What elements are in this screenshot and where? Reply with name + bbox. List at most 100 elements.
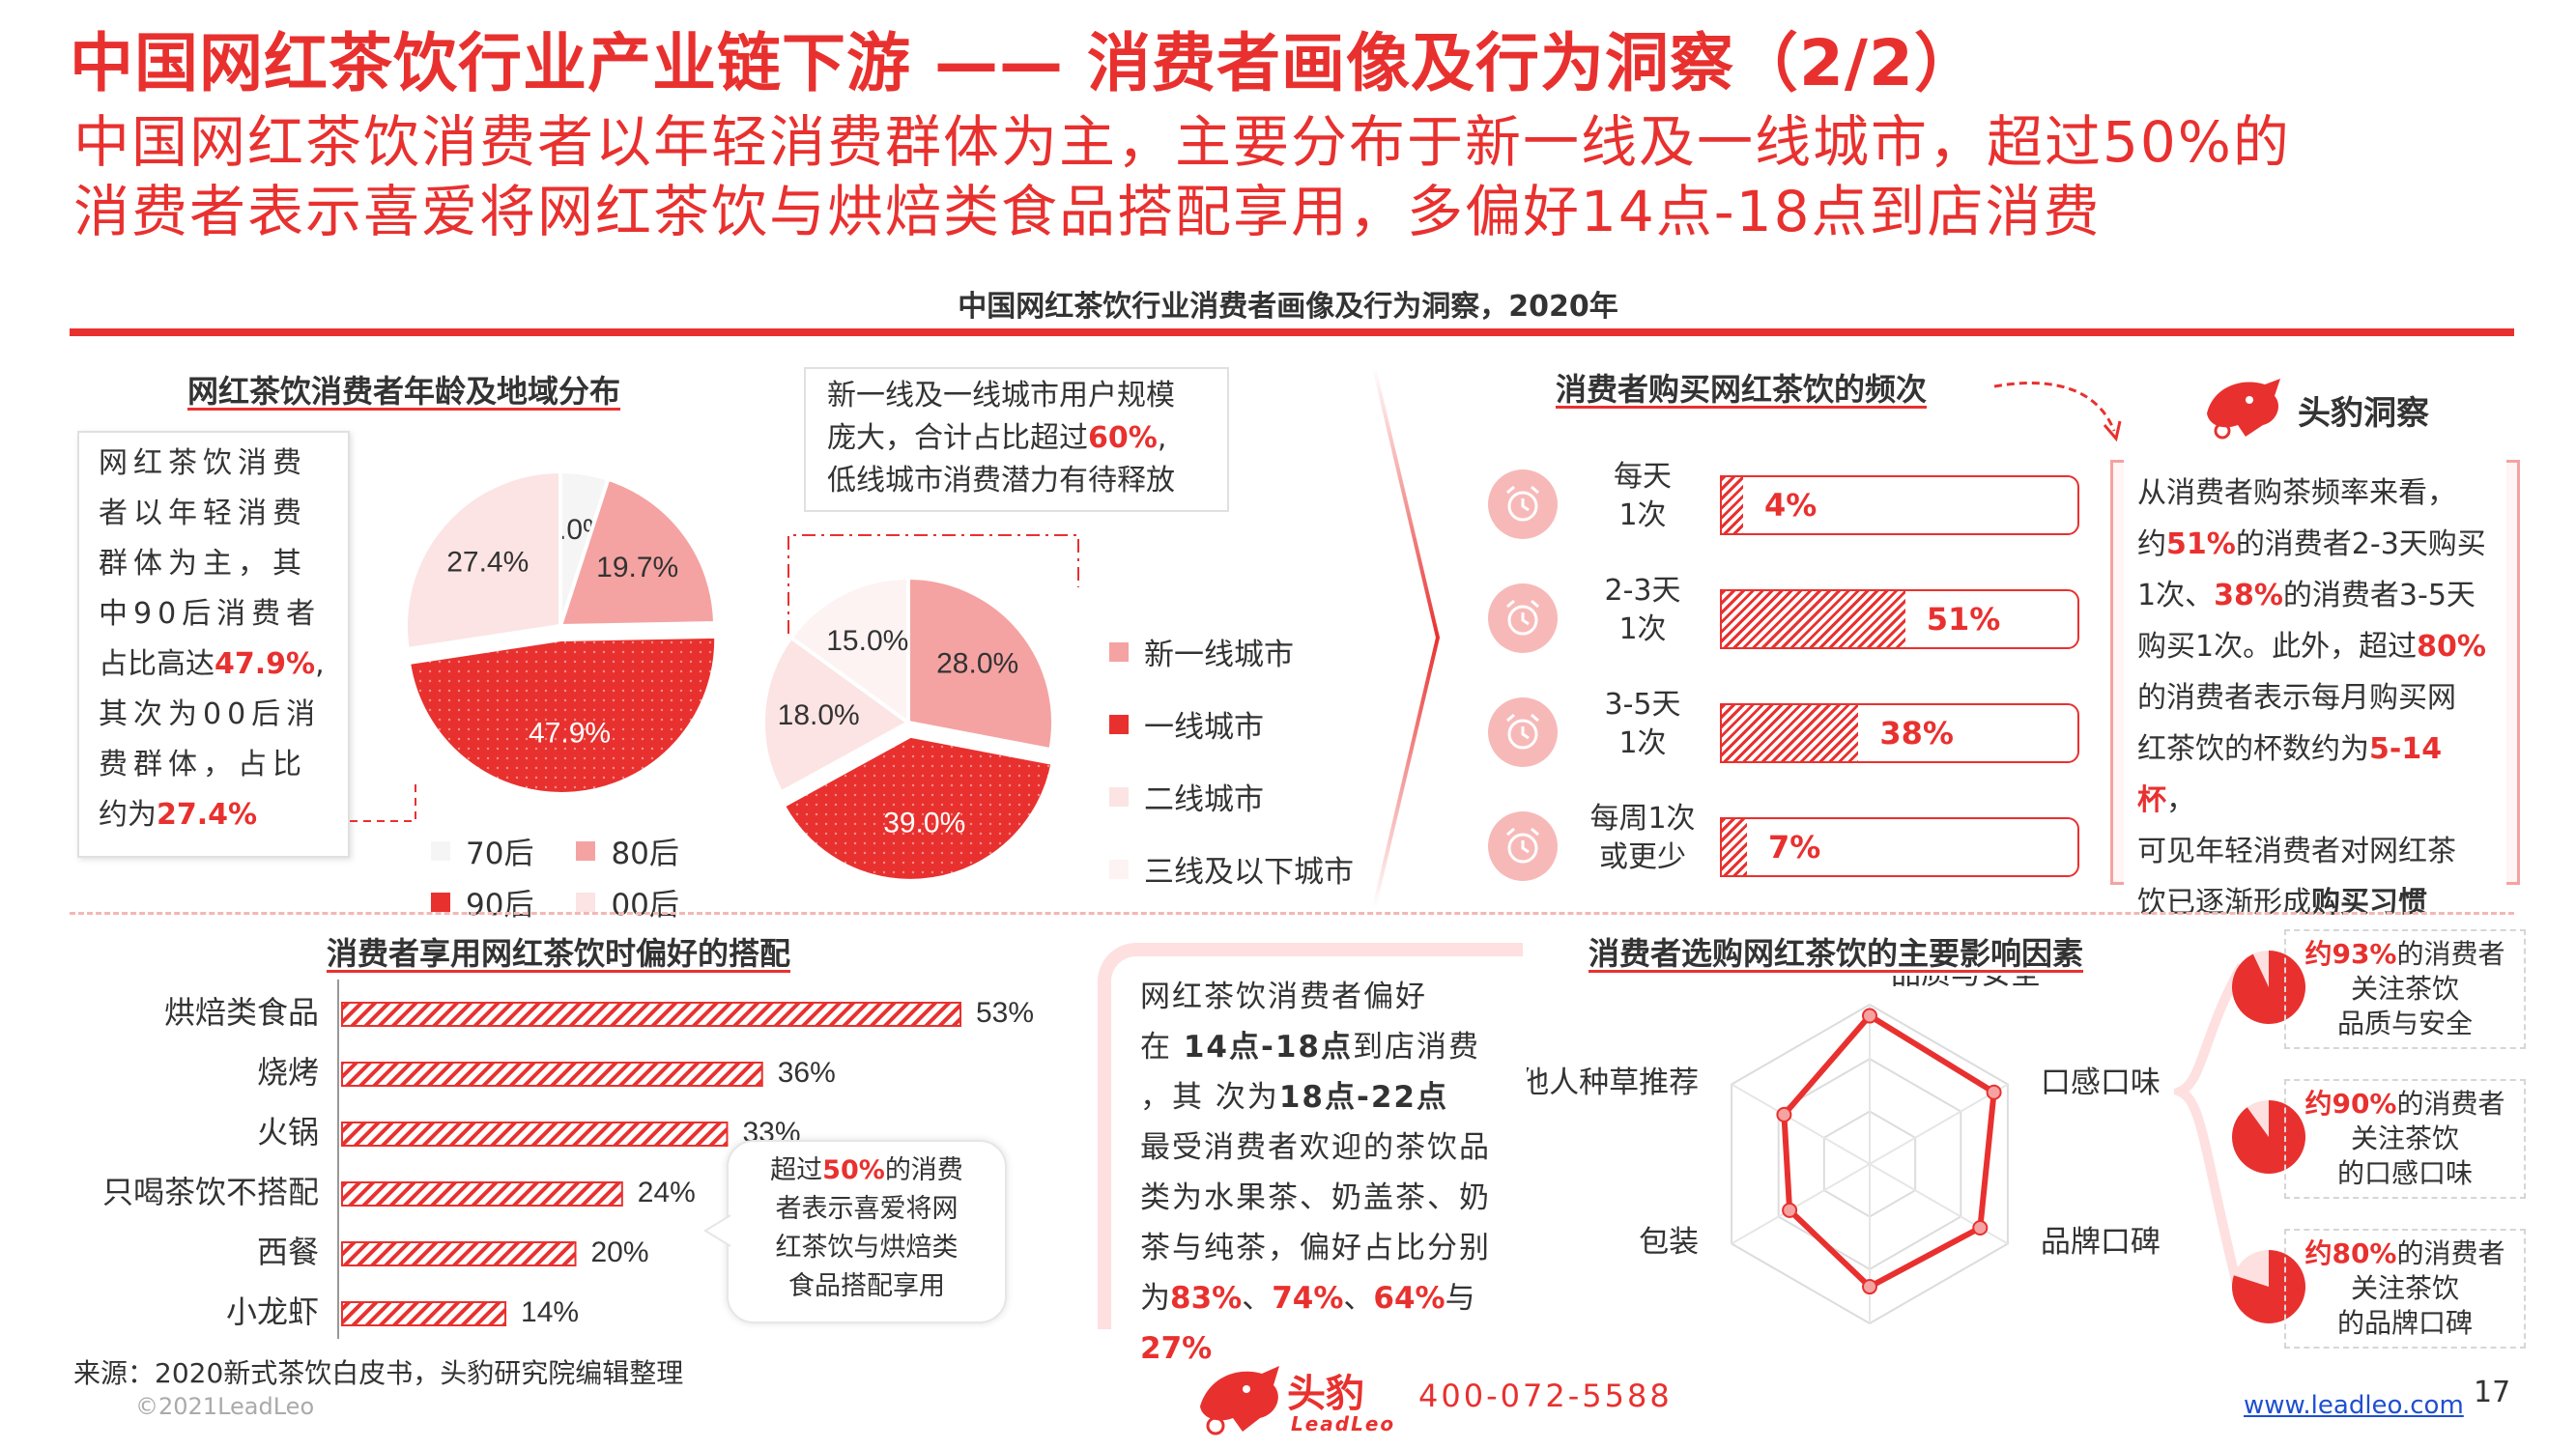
frequency-label-line: 每天 [1614, 460, 1672, 494]
time-text: 在 [1140, 1030, 1184, 1065]
time-panel: 网红茶饮消费者偏好 在 14点-18点到店消费 ，其 次为18点-22点 最受消… [1140, 972, 1527, 1374]
insight-brand-label: 头豹洞察 [2298, 394, 2429, 433]
factor-radar-chart: 品质与安全口感口味品牌口碑店内装饰及体验包装他人种草推荐 [1527, 976, 2161, 1325]
pie-slice [558, 476, 718, 629]
insight-highlight: 80% [2417, 630, 2486, 664]
insight-line: 可见年轻消费者对网红茶 [2137, 835, 2456, 868]
factor-cards: 约93%的消费者 关注茶饮 品质与安全 约90%的消费者 关注茶饮 的口感口味 约80%的消… [2230, 929, 2526, 1354]
age-callout-highlight: 27.4% [157, 798, 258, 832]
factor-bracket [2174, 963, 2247, 1306]
pie-slice [761, 635, 912, 795]
time-line: 为83%、74%、64%与27% [1140, 1273, 1527, 1374]
pairing-callout-line: 超过50%的消费 [744, 1151, 989, 1190]
legend-label: 00后 [611, 888, 679, 923]
pairing-category-label: 西餐 [257, 1234, 319, 1270]
time-line: 网红茶饮消费者偏好 [1140, 980, 1427, 1014]
insight-text: 的消费者3-5天 [2282, 579, 2476, 612]
frequency-bar-track [1720, 475, 2079, 535]
frequency-bar [1722, 819, 1748, 875]
time-highlight: 18点-22点 [1278, 1080, 1449, 1115]
age-legend: 70后 80后 90后 00后 [431, 829, 740, 923]
factor-card-line: 约93%的消费者 [2290, 937, 2520, 972]
age-callout-text: 占比高达 [99, 647, 215, 681]
factor-pie-icon [2232, 1100, 2305, 1174]
pie-slice [906, 575, 1055, 753]
pairing-callout-line: 者表示喜爱将网 [775, 1194, 959, 1224]
factor-card: 约80%的消费者 关注茶饮 的品牌口碑 [2284, 1229, 2526, 1349]
factor-pie-slice [2232, 1250, 2305, 1323]
city-callout-text: , [1157, 421, 1167, 455]
city-callout-line: 庞大，合计占比超过60%, [827, 417, 1206, 460]
leopard-logo-icon [2207, 379, 2280, 440]
pairing-value-label: 20% [591, 1236, 649, 1268]
pie-slice [781, 733, 1055, 883]
time-text: 为 [1140, 1281, 1170, 1316]
page-title: 中国网红茶饮行业产业链下游 —— 消费者画像及行为洞察（2/2） [70, 26, 1979, 100]
frequency-row: 每周1次或更少 7% [1488, 802, 2126, 900]
time-highlight: 27% [1140, 1331, 1213, 1366]
age-callout-line: 其次为00后消 [99, 697, 322, 731]
frequency-label-line: 每周1次 [1589, 802, 1696, 836]
frequency-label-line: 或更少 [1599, 840, 1686, 874]
insight-text: ， [2166, 783, 2195, 817]
pairing-bar [341, 1301, 507, 1326]
pairing-callout-line: 红茶饮与烘焙类 [775, 1233, 959, 1263]
legend-swatch [576, 892, 596, 912]
legend-item-tier3: 三线及以下城市 [1109, 847, 1354, 891]
frequency-bar [1722, 477, 1743, 533]
city-legend: 新一线城市 一线城市 二线城市 三线及以下城市 [1109, 630, 1354, 891]
leopard-logo-icon [1200, 1366, 1279, 1435]
age-section-title: 网红茶饮消费者年龄及地域分布 [187, 373, 621, 410]
pairing-category-label: 只喝茶饮不搭配 [102, 1174, 319, 1210]
city-callout-line: 低线城市消费潜力有待释放 [827, 464, 1175, 497]
radar-spoke [1731, 1083, 1871, 1165]
frequency-section-title: 消费者购买网红茶饮的频次 [1556, 371, 1928, 408]
pairing-section-title: 消费者享用网红茶饮时偏好的搭配 [327, 935, 791, 972]
radar-point [1972, 1220, 1989, 1236]
insight-brand: 头豹洞察 [2193, 367, 2522, 444]
age-callout-line: 费群体，占比 [99, 748, 307, 781]
legend-item-00s: 00后 [576, 880, 679, 923]
pie-slice [787, 575, 910, 726]
factor-card: 约90%的消费者 关注茶饮 的口感口味 [2284, 1079, 2526, 1199]
insight-line: 1次、38%的消费者3-5天 [2137, 570, 2493, 621]
legend-label: 一线城市 [1144, 710, 1264, 745]
factor-card-line: 的口感口味 [2336, 1157, 2473, 1189]
age-callout-line: 占比高达47.9%, [99, 639, 329, 690]
source-note: 来源：2020新式茶饮白皮书，头豹研究院编辑整理 [73, 1357, 684, 1389]
legend-item-80s: 80后 [576, 829, 679, 872]
pie-slice-label: 15.0% [826, 625, 908, 657]
frequency-value: 7% [1768, 829, 1821, 866]
frequency-row: 2-3天 1次 51% [1488, 574, 2126, 672]
legend-item-tier1: 一线城市 [1109, 702, 1354, 746]
footer-logo-cn: 头豹 [1287, 1372, 1364, 1416]
time-panel-frame [1098, 943, 1523, 1329]
website-link[interactable]: www.leadleo.com [2244, 1391, 2464, 1420]
city-callout: 新一线及一线城市用户规模 庞大，合计占比超过60%, 低线城市消费潜力有待释放 [804, 367, 1229, 512]
age-pie-chart: 5.0%19.7%47.9%27.4% [404, 469, 719, 796]
frequency-label-line: 1次 [1618, 726, 1667, 760]
legend-label: 80后 [611, 837, 679, 871]
frequency-row: 每天 1次 4% [1488, 460, 2126, 558]
pairing-bar [341, 1241, 577, 1266]
pie-slice-label: 18.0% [778, 699, 860, 731]
radar-axis-label: 口感口味 [2041, 1065, 2161, 1100]
insight-text: 的消费者2-3天购买 [2235, 527, 2486, 561]
radar-point [1782, 1202, 1798, 1218]
insight-line: 饮已逐渐形成购买习惯 [2137, 877, 2493, 928]
legend-item-70s: 70后 [431, 829, 533, 872]
insight-text: 购买1次。此外，超过 [2137, 630, 2418, 664]
frequency-value: 38% [1879, 715, 1954, 752]
factor-card-line: 关注茶饮 [2350, 973, 2459, 1005]
legend-swatch [1109, 859, 1129, 879]
city-pie-chart: 28.0% 39.0% 18.0% 15.0% [761, 575, 1055, 883]
legend-swatch [431, 892, 450, 912]
radar-spoke [1869, 1083, 2009, 1165]
radar-series [1781, 1011, 1997, 1291]
frequency-label-line: 3-5天 [1604, 688, 1681, 722]
overview-title: 中国网红茶饮行业消费者画像及行为洞察，2020年 [958, 290, 1618, 324]
factor-card-line: 的品牌口碑 [2336, 1307, 2473, 1339]
pairing-category-label: 烘焙类食品 [164, 994, 319, 1031]
age-callout-line: 约为27.4% [99, 790, 329, 840]
insight-highlight: 38% [2214, 579, 2283, 612]
